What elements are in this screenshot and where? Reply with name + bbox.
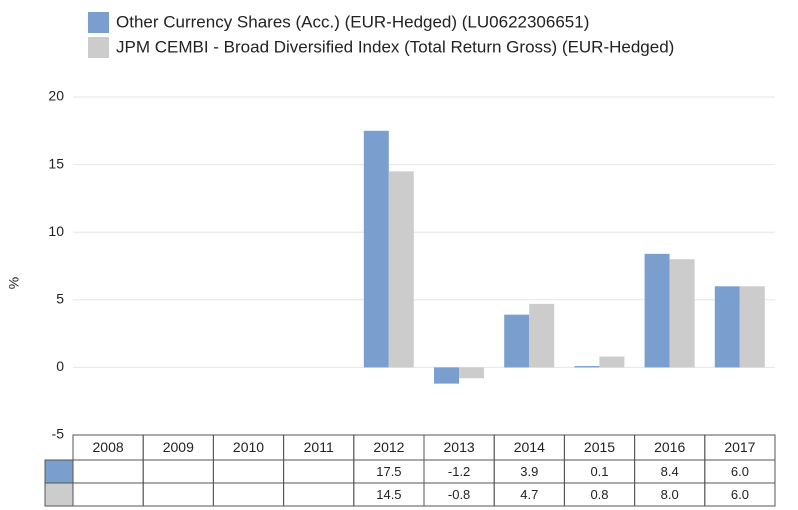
table-cell — [283, 459, 355, 484]
table-cell — [283, 482, 355, 507]
data-label: 8.4 — [661, 464, 679, 479]
legend-swatch — [88, 12, 109, 33]
data-label: 0.1 — [590, 464, 608, 479]
x-tick-label: 2009 — [163, 439, 194, 455]
legend-swatch — [88, 37, 109, 58]
data-label: 14.5 — [376, 487, 401, 502]
table-cell — [142, 482, 214, 507]
data-label: 17.5 — [376, 464, 401, 479]
table-cell — [72, 459, 144, 484]
bar — [459, 367, 484, 379]
bar — [644, 253, 670, 368]
data-label: 4.7 — [520, 487, 538, 502]
y-tick-label: -5 — [52, 426, 65, 442]
table-cell — [704, 482, 776, 507]
bar — [599, 356, 625, 368]
y-tick-label: 20 — [48, 88, 64, 104]
data-label: 6.0 — [731, 464, 749, 479]
y-tick-label: 10 — [48, 223, 64, 239]
bar — [714, 286, 740, 368]
x-tick-label: 2015 — [584, 439, 615, 455]
bar — [739, 286, 765, 368]
table-cell — [142, 459, 214, 484]
bar — [363, 130, 389, 368]
table-cell — [212, 459, 285, 484]
data-label: -0.8 — [448, 487, 470, 502]
data-label: -1.2 — [448, 464, 470, 479]
bar — [574, 366, 600, 368]
data-label: 3.9 — [520, 464, 538, 479]
y-tick-label: 15 — [48, 155, 64, 171]
y-tick-label: 0 — [56, 358, 64, 374]
x-tick-label: 2012 — [373, 439, 404, 455]
legend-label: JPM CEMBI - Broad Diversified Index (Tot… — [116, 37, 674, 56]
x-tick-label: 2016 — [654, 439, 685, 455]
bar — [504, 314, 530, 368]
table-cell — [72, 482, 144, 507]
x-tick-label: 2010 — [233, 439, 264, 455]
x-tick-label: 2017 — [724, 439, 755, 455]
table-cell — [212, 482, 285, 507]
bar — [669, 259, 695, 368]
bar — [529, 303, 555, 368]
y-tick-label: 5 — [56, 291, 64, 307]
table-swatch — [44, 459, 74, 484]
data-label: 6.0 — [731, 487, 749, 502]
y-axis-label: % — [6, 277, 22, 289]
x-tick-label: 2013 — [444, 439, 475, 455]
x-tick-label: 2014 — [514, 439, 545, 455]
data-label: 8.0 — [661, 487, 679, 502]
x-tick-label: 2008 — [93, 439, 124, 455]
legend-label: Other Currency Shares (Acc.) (EUR-Hedged… — [116, 12, 589, 31]
bar — [434, 367, 459, 384]
bar — [388, 171, 414, 368]
data-label: 0.8 — [590, 487, 608, 502]
table-swatch — [44, 482, 74, 507]
x-tick-label: 2011 — [304, 439, 334, 455]
